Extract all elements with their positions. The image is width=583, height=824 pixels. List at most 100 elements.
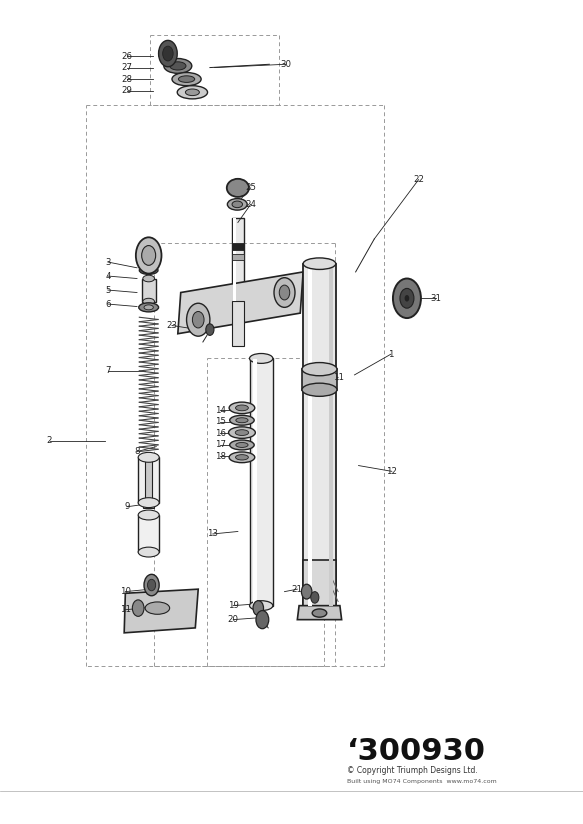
Text: 19: 19 [228, 602, 238, 610]
Bar [308, 265, 312, 606]
Text: Built using MO74 Components  www.mo74.com: Built using MO74 Components www.mo74.com [347, 779, 497, 784]
Text: 30: 30 [280, 60, 291, 68]
Ellipse shape [229, 402, 255, 414]
Text: 2: 2 [47, 437, 52, 445]
Circle shape [301, 584, 312, 599]
Polygon shape [178, 272, 303, 334]
Bar [232, 218, 244, 301]
Ellipse shape [139, 302, 159, 312]
Ellipse shape [236, 418, 248, 423]
Ellipse shape [232, 201, 243, 208]
Bar [232, 301, 244, 346]
Bar [329, 265, 333, 606]
Text: 1: 1 [388, 350, 394, 358]
Text: 28: 28 [122, 75, 132, 83]
Text: 27: 27 [122, 63, 132, 72]
Ellipse shape [143, 275, 154, 282]
Ellipse shape [229, 427, 255, 438]
Text: 3: 3 [105, 258, 111, 266]
Bar [303, 264, 336, 608]
Bar [138, 515, 159, 552]
Ellipse shape [185, 89, 199, 96]
Circle shape [192, 311, 204, 328]
Ellipse shape [144, 269, 153, 272]
Ellipse shape [143, 298, 154, 305]
Text: 7: 7 [105, 367, 111, 375]
Ellipse shape [177, 86, 208, 99]
Bar [253, 359, 257, 605]
Ellipse shape [138, 547, 159, 557]
Polygon shape [297, 606, 342, 620]
Bar [138, 457, 159, 503]
Ellipse shape [139, 266, 158, 274]
Bar [143, 499, 154, 508]
Text: 24: 24 [245, 200, 256, 208]
Ellipse shape [229, 452, 255, 463]
Circle shape [253, 601, 264, 616]
Ellipse shape [236, 455, 248, 460]
Ellipse shape [230, 415, 254, 425]
Text: 14: 14 [215, 406, 226, 414]
Circle shape [159, 40, 177, 67]
Text: 11: 11 [333, 373, 343, 382]
Text: © Copyright Triumph Designs Ltd.: © Copyright Triumph Designs Ltd. [347, 766, 477, 775]
Text: 16: 16 [215, 429, 226, 438]
Ellipse shape [302, 383, 337, 396]
Bar [302, 369, 337, 390]
Ellipse shape [236, 442, 248, 447]
Ellipse shape [230, 440, 254, 450]
Text: 21: 21 [292, 585, 303, 593]
Circle shape [405, 295, 409, 302]
Ellipse shape [235, 430, 248, 436]
Ellipse shape [227, 179, 249, 197]
Ellipse shape [138, 498, 159, 508]
Circle shape [144, 574, 159, 596]
Ellipse shape [178, 76, 195, 82]
Circle shape [206, 324, 214, 335]
Ellipse shape [170, 62, 186, 70]
Circle shape [279, 285, 290, 300]
Circle shape [147, 579, 156, 591]
Text: 8: 8 [134, 447, 140, 456]
Ellipse shape [236, 405, 248, 411]
Text: 18: 18 [215, 452, 226, 461]
Text: 10: 10 [120, 588, 131, 596]
Circle shape [163, 46, 173, 61]
Text: 4: 4 [105, 272, 111, 280]
Circle shape [311, 592, 319, 603]
Text: 22: 22 [413, 176, 424, 184]
Text: 23: 23 [167, 321, 177, 330]
Text: 6: 6 [105, 300, 111, 308]
Ellipse shape [138, 452, 159, 462]
Circle shape [393, 279, 421, 318]
Text: 26: 26 [122, 52, 132, 60]
Text: 13: 13 [208, 530, 218, 538]
Ellipse shape [145, 602, 170, 615]
Ellipse shape [172, 73, 201, 86]
Text: ‘300930: ‘300930 [347, 737, 486, 766]
Text: 15: 15 [215, 418, 226, 426]
Bar [233, 218, 236, 301]
Circle shape [274, 278, 295, 307]
Ellipse shape [250, 601, 273, 611]
Polygon shape [124, 589, 198, 633]
Circle shape [136, 237, 161, 274]
Text: 25: 25 [245, 184, 256, 192]
Text: 12: 12 [387, 467, 397, 475]
Bar [303, 560, 336, 606]
Text: 20: 20 [228, 616, 238, 624]
Text: 31: 31 [431, 294, 441, 302]
Ellipse shape [303, 258, 336, 269]
Bar [145, 453, 152, 499]
Text: 11: 11 [120, 606, 131, 614]
Bar [232, 254, 244, 260]
Text: 9: 9 [124, 503, 130, 511]
Ellipse shape [164, 59, 192, 73]
Ellipse shape [250, 353, 273, 363]
Circle shape [256, 611, 269, 629]
Text: 5: 5 [105, 286, 111, 294]
Circle shape [187, 303, 210, 336]
Circle shape [132, 600, 144, 616]
Ellipse shape [144, 305, 153, 310]
Text: 17: 17 [215, 441, 226, 449]
